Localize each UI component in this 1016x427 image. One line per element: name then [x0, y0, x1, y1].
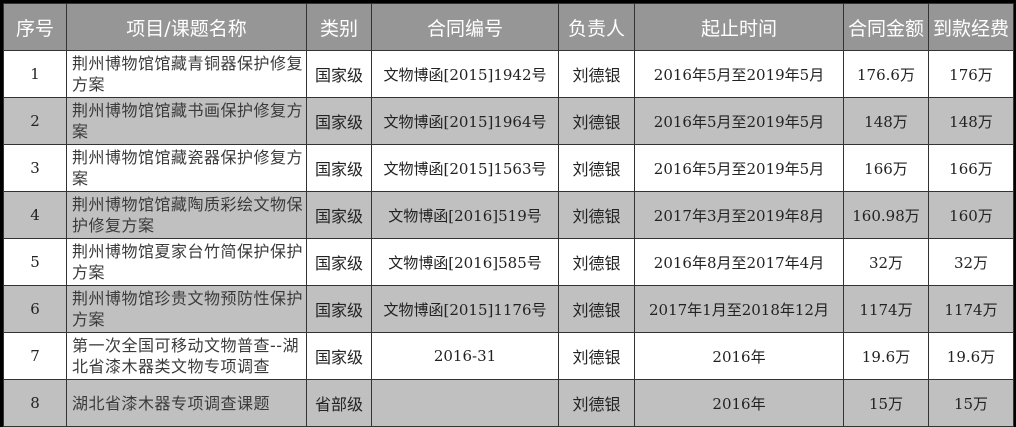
cell-contract: 文物博函[2015]1964号 [371, 97, 559, 145]
cell-amount: 176.6万 [843, 50, 929, 98]
cell-name: 荆州博物馆夏家台竹简保护保护方案 [66, 238, 307, 286]
cell-period: 2016年5月至2019年5月 [634, 50, 844, 98]
cell-amount: 19.6万 [843, 332, 929, 380]
table-row: 8 湖北省漆木器专项调查课题 省部级 刘德银 2016年 15万 15万 [3, 379, 1014, 427]
header-no: 序号 [3, 3, 67, 51]
cell-received: 32万 [928, 238, 1014, 286]
cell-received: 1174万 [928, 285, 1014, 333]
cell-name: 荆州博物馆馆藏瓷器保护修复方案 [66, 144, 307, 192]
cell-no: 7 [3, 332, 67, 380]
cell-person: 刘德银 [558, 50, 635, 98]
cell-category: 国家级 [306, 285, 372, 333]
header-contract: 合同编号 [371, 3, 559, 51]
table-row: 7 第一次全国可移动文物普查--湖北省漆木器类文物专项调查 国家级 2016-31 刘德… [3, 332, 1014, 380]
cell-period: 2016年5月至2019年5月 [634, 97, 844, 145]
cell-category: 国家级 [306, 50, 372, 98]
cell-category: 国家级 [306, 332, 372, 380]
cell-person: 刘德银 [558, 285, 635, 333]
cell-name: 荆州博物馆珍贵文物预防性保护方案 [66, 285, 307, 333]
cell-category: 省部级 [306, 379, 372, 427]
cell-no: 1 [3, 50, 67, 98]
cell-received: 176万 [928, 50, 1014, 98]
cell-contract: 文物博函[2015]1176号 [371, 285, 559, 333]
cell-category: 国家级 [306, 144, 372, 192]
cell-amount: 148万 [843, 97, 929, 145]
table-row: 2 荆州博物馆馆藏书画保护修复方案 国家级 文物博函[2015]1964号 刘德银 201… [3, 97, 1014, 145]
cell-amount: 15万 [843, 379, 929, 427]
cell-amount: 1174万 [843, 285, 929, 333]
cell-no: 4 [3, 191, 67, 239]
cell-period: 2016年 [634, 379, 844, 427]
header-period: 起止时间 [634, 3, 844, 51]
table-row: 1 荆州博物馆馆藏青铜器保护修复方案 国家级 文物博函[2015]1942号 刘德银 20… [3, 50, 1014, 98]
header-category: 类别 [306, 3, 372, 51]
cell-no: 6 [3, 285, 67, 333]
cell-period: 2016年 [634, 332, 844, 380]
cell-received: 166万 [928, 144, 1014, 192]
table-row: 4 荆州博物馆馆藏陶质彩绘文物保护修复方案 国家级 文物博函[2016]519号 刘德银… [3, 191, 1014, 239]
table-row: 5 荆州博物馆夏家台竹简保护保护方案 国家级 文物博函[2016]585号 刘德银 201… [3, 238, 1014, 286]
cell-contract: 2016-31 [371, 332, 559, 380]
cell-name: 湖北省漆木器专项调查课题 [66, 379, 307, 427]
cell-no: 5 [3, 238, 67, 286]
cell-amount: 32万 [843, 238, 929, 286]
header-person: 负责人 [558, 3, 635, 51]
cell-contract: 文物博函[2015]1942号 [371, 50, 559, 98]
cell-amount: 166万 [843, 144, 929, 192]
header-name: 项目/课题名称 [66, 3, 307, 51]
cell-received: 160万 [928, 191, 1014, 239]
cell-received: 15万 [928, 379, 1014, 427]
cell-person: 刘德银 [558, 144, 635, 192]
cell-no: 2 [3, 97, 67, 145]
cell-category: 国家级 [306, 238, 372, 286]
cell-contract: 文物博函[2015]1563号 [371, 144, 559, 192]
header-amount: 合同金额 [843, 3, 929, 51]
cell-period: 2016年8月至2017年4月 [634, 238, 844, 286]
cell-person: 刘德银 [558, 332, 635, 380]
cell-category: 国家级 [306, 191, 372, 239]
cell-person: 刘德银 [558, 191, 635, 239]
cell-name: 荆州博物馆馆藏书画保护修复方案 [66, 97, 307, 145]
cell-contract: 文物博函[2016]585号 [371, 238, 559, 286]
cell-person: 刘德银 [558, 238, 635, 286]
cell-period: 2017年1月至2018年12月 [634, 285, 844, 333]
cell-no: 3 [3, 144, 67, 192]
cell-name: 荆州博物馆馆藏青铜器保护修复方案 [66, 50, 307, 98]
cell-period: 2017年3月至2019年8月 [634, 191, 844, 239]
header-row: 序号 项目/课题名称 类别 合同编号 负责人 起止时间 合同金额 到款经费 [3, 3, 1014, 51]
table-row: 6 荆州博物馆珍贵文物预防性保护方案 国家级 文物博函[2015]1176号 刘德银 20… [3, 285, 1014, 333]
table-row: 3 荆州博物馆馆藏瓷器保护修复方案 国家级 文物博函[2015]1563号 刘德银 201… [3, 144, 1014, 192]
cell-category: 国家级 [306, 97, 372, 145]
cell-name: 荆州博物馆馆藏陶质彩绘文物保护修复方案 [66, 191, 307, 239]
cell-contract: 文物博函[2016]519号 [371, 191, 559, 239]
cell-contract [371, 379, 559, 427]
cell-amount: 160.98万 [843, 191, 929, 239]
cell-person: 刘德银 [558, 379, 635, 427]
cell-received: 148万 [928, 97, 1014, 145]
cell-person: 刘德银 [558, 97, 635, 145]
header-received: 到款经费 [928, 3, 1014, 51]
cell-period: 2016年5月至2019年5月 [634, 144, 844, 192]
cell-no: 8 [3, 379, 67, 427]
cell-name: 第一次全国可移动文物普查--湖北省漆木器类文物专项调查 [66, 332, 307, 380]
cell-received: 19.6万 [928, 332, 1014, 380]
